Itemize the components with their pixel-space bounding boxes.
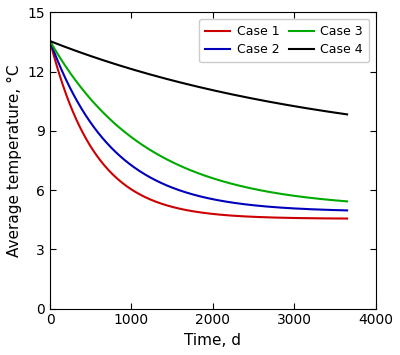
- Case 1: [345, 217, 350, 221]
- Case 3: [184, 166, 189, 171]
- Case 4: [184, 82, 189, 86]
- Case 4: [192, 84, 197, 88]
- Case 1: [336, 216, 341, 220]
- Case 4: [63, 45, 68, 49]
- Case 3: [48, 39, 52, 43]
- Y-axis label: Average temperature, °C: Average temperature, °C: [7, 64, 22, 257]
- Case 3: [63, 64, 68, 68]
- Case 2: [48, 39, 52, 43]
- Case 2: [345, 208, 350, 213]
- Case 2: [336, 208, 341, 212]
- Case 3: [345, 199, 350, 203]
- Case 4: [336, 111, 341, 115]
- Case 1: [48, 39, 52, 43]
- Line: Case 3: Case 3: [50, 41, 347, 201]
- Case 3: [192, 170, 197, 174]
- Case 1: [184, 208, 189, 212]
- Legend: Case 1, Case 2, Case 3, Case 4: Case 1, Case 2, Case 3, Case 4: [199, 19, 369, 62]
- Line: Case 4: Case 4: [50, 41, 347, 114]
- Line: Case 2: Case 2: [50, 41, 347, 211]
- Case 4: [48, 39, 52, 43]
- Case 3: [336, 198, 341, 203]
- Case 1: [63, 89, 68, 94]
- Case 2: [63, 76, 68, 80]
- Line: Case 1: Case 1: [50, 41, 347, 219]
- Case 2: [192, 193, 197, 197]
- Case 1: [282, 215, 286, 220]
- Case 2: [336, 208, 341, 212]
- Case 2: [282, 206, 286, 210]
- Case 2: [184, 191, 189, 195]
- Case 3: [336, 198, 341, 203]
- Case 1: [336, 216, 341, 220]
- Case 4: [345, 112, 350, 116]
- Case 4: [282, 102, 286, 106]
- Case 3: [282, 192, 286, 196]
- Case 1: [192, 209, 197, 214]
- X-axis label: Time, d: Time, d: [184, 333, 241, 348]
- Case 4: [336, 111, 341, 115]
